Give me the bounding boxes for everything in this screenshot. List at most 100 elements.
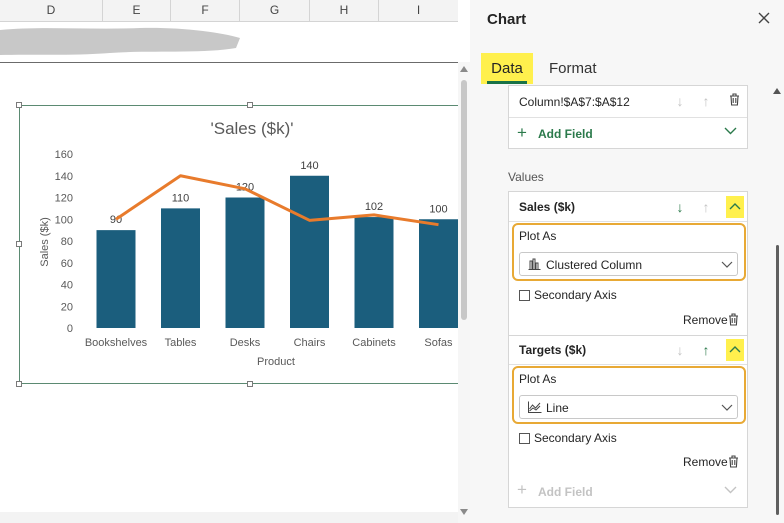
close-icon[interactable] <box>757 9 771 30</box>
vertical-scrollbar[interactable] <box>458 62 470 523</box>
x-axis-title: Product <box>257 356 295 368</box>
series-card-targets: Targets ($k) ↓ ↑ Plot As Line Secondary … <box>508 335 748 478</box>
bar-desks[interactable] <box>225 197 265 329</box>
add-field-label: Add Field <box>538 127 593 141</box>
scrollbar-thumb[interactable] <box>461 80 467 320</box>
bar-cabinets[interactable] <box>354 217 394 328</box>
plus-icon: + <box>517 123 527 142</box>
move-down-arrow-icon[interactable]: ↓ <box>676 199 684 215</box>
tab-format[interactable]: Format <box>549 60 597 77</box>
chevron-down-icon[interactable] <box>724 483 737 499</box>
collapse-chevron-up-icon[interactable] <box>726 196 744 218</box>
plus-icon: + <box>517 480 527 499</box>
column-header-f[interactable]: F <box>171 0 240 21</box>
plot-as-dropdown[interactable]: Clustered Column <box>519 252 738 276</box>
y-tick-label: 80 <box>61 236 73 248</box>
active-tab-indicator <box>487 81 527 84</box>
bar-chairs[interactable] <box>290 175 329 328</box>
pane-title: Chart <box>487 11 527 28</box>
column-header-i[interactable]: I <box>416 3 421 17</box>
move-up-arrow-icon[interactable]: ↑ <box>702 342 710 358</box>
targets-line[interactable] <box>115 174 439 227</box>
y-tick-label: 120 <box>55 193 73 205</box>
collapse-chevron-up-icon[interactable] <box>726 339 744 361</box>
move-up-arrow-icon[interactable]: ↑ <box>702 199 710 215</box>
bar-sofas[interactable] <box>419 219 458 328</box>
bar-tables[interactable] <box>161 208 200 328</box>
chart-title: 'Sales ($k)' <box>210 119 293 138</box>
column-header-g[interactable]: G <box>240 0 310 21</box>
row-divider <box>0 62 458 63</box>
remove-button[interactable]: Remove <box>683 455 728 469</box>
move-down-arrow-icon[interactable]: ↓ <box>676 342 684 358</box>
series-card-sales: Sales ($k) ↓ ↑ Plot As Clustered Column … <box>508 191 748 336</box>
secondary-axis-checkbox[interactable] <box>519 433 530 444</box>
chevron-down-icon[interactable] <box>724 124 737 140</box>
x-tick-label: Tables <box>165 337 197 349</box>
column-header-d[interactable]: D <box>0 0 103 21</box>
move-up-arrow-icon[interactable]: ↑ <box>702 93 710 109</box>
chart-plot: 'Sales ($k)' Sales ($k) Product 0 20 40 60 8… <box>39 119 458 368</box>
remove-button[interactable]: Remove <box>683 313 728 327</box>
secondary-axis-checkbox[interactable] <box>519 290 530 301</box>
x-tick-label: Desks <box>230 337 261 349</box>
add-field-row-values[interactable]: + Add Field <box>508 477 748 508</box>
y-tick-label: 140 <box>55 171 73 183</box>
values-heading: Values <box>508 170 544 184</box>
chevron-down-icon <box>721 404 733 411</box>
y-tick-label: 40 <box>61 280 73 292</box>
column-header-e[interactable]: E <box>103 0 171 21</box>
redacted-cell-content <box>0 27 240 55</box>
clustered-column-icon <box>528 258 541 270</box>
data-label: 100 <box>429 203 447 215</box>
x-tick-label: Sofas <box>424 337 453 349</box>
x-tick-label: Bookshelves <box>85 337 148 349</box>
chart-task-pane: Chart Data Format Column!$A$7:$A$12 ↓ ↑ … <box>470 0 784 523</box>
x-tick-label: Cabinets <box>352 337 396 349</box>
column-header-h[interactable]: H <box>310 0 379 21</box>
resize-handle-top[interactable] <box>247 102 253 108</box>
plot-as-value: Clustered Column <box>546 258 643 272</box>
chevron-down-icon <box>721 261 733 268</box>
trash-icon[interactable] <box>728 455 739 468</box>
pane-scrollbar[interactable] <box>768 85 784 523</box>
data-label: 140 <box>300 160 318 172</box>
data-label: 110 <box>172 192 190 204</box>
y-tick-label: 60 <box>61 258 73 270</box>
resize-handle-left[interactable] <box>16 241 22 247</box>
y-tick-label: 20 <box>61 301 73 313</box>
plot-as-dropdown[interactable]: Line <box>519 395 738 419</box>
scroll-down-arrow-icon[interactable] <box>460 509 468 515</box>
series-name: Targets ($k) <box>519 343 587 357</box>
y-tick-label: 0 <box>67 323 73 335</box>
add-field-label: Add Field <box>538 485 593 499</box>
bar-bookshelves[interactable] <box>96 230 136 328</box>
trash-icon[interactable] <box>728 313 739 326</box>
plot-as-label: Plot As <box>519 372 557 386</box>
horizontal-scrollbar[interactable] <box>0 512 458 523</box>
worksheet-area[interactable]: D E F G H I 'Sales ($k)' Sales ($k) Prod… <box>0 0 458 523</box>
add-field-row[interactable]: + Add Field <box>509 118 747 148</box>
resize-handle-bottom-left[interactable] <box>16 381 22 387</box>
delete-trash-icon[interactable] <box>725 92 743 110</box>
y-axis-title: Sales ($k) <box>39 217 51 267</box>
scroll-up-arrow-icon[interactable] <box>460 66 468 72</box>
y-tick-label: 100 <box>55 214 73 226</box>
tab-data[interactable]: Data <box>481 53 533 84</box>
column-headers: D E F G H I <box>0 0 458 22</box>
scrollbar-thumb[interactable] <box>776 245 779 515</box>
line-chart-icon <box>528 401 542 413</box>
data-label: 102 <box>365 201 383 213</box>
chart-object[interactable]: 'Sales ($k)' Sales ($k) Product 0 20 40 60 8… <box>19 105 458 384</box>
scroll-up-arrow-icon[interactable] <box>773 88 781 94</box>
resize-handle-top-left[interactable] <box>16 102 22 108</box>
x-tick-label: Chairs <box>294 337 326 349</box>
secondary-axis-label: Secondary Axis <box>534 431 617 445</box>
plot-as-label: Plot As <box>519 229 557 243</box>
y-tick-label: 160 <box>55 149 73 161</box>
resize-handle-bottom[interactable] <box>247 381 253 387</box>
plot-as-value: Line <box>546 401 569 415</box>
axis-field-card: Column!$A$7:$A$12 ↓ ↑ + Add Field <box>508 85 748 149</box>
move-down-arrow-icon[interactable]: ↓ <box>676 93 684 109</box>
series-name: Sales ($k) <box>519 200 576 214</box>
